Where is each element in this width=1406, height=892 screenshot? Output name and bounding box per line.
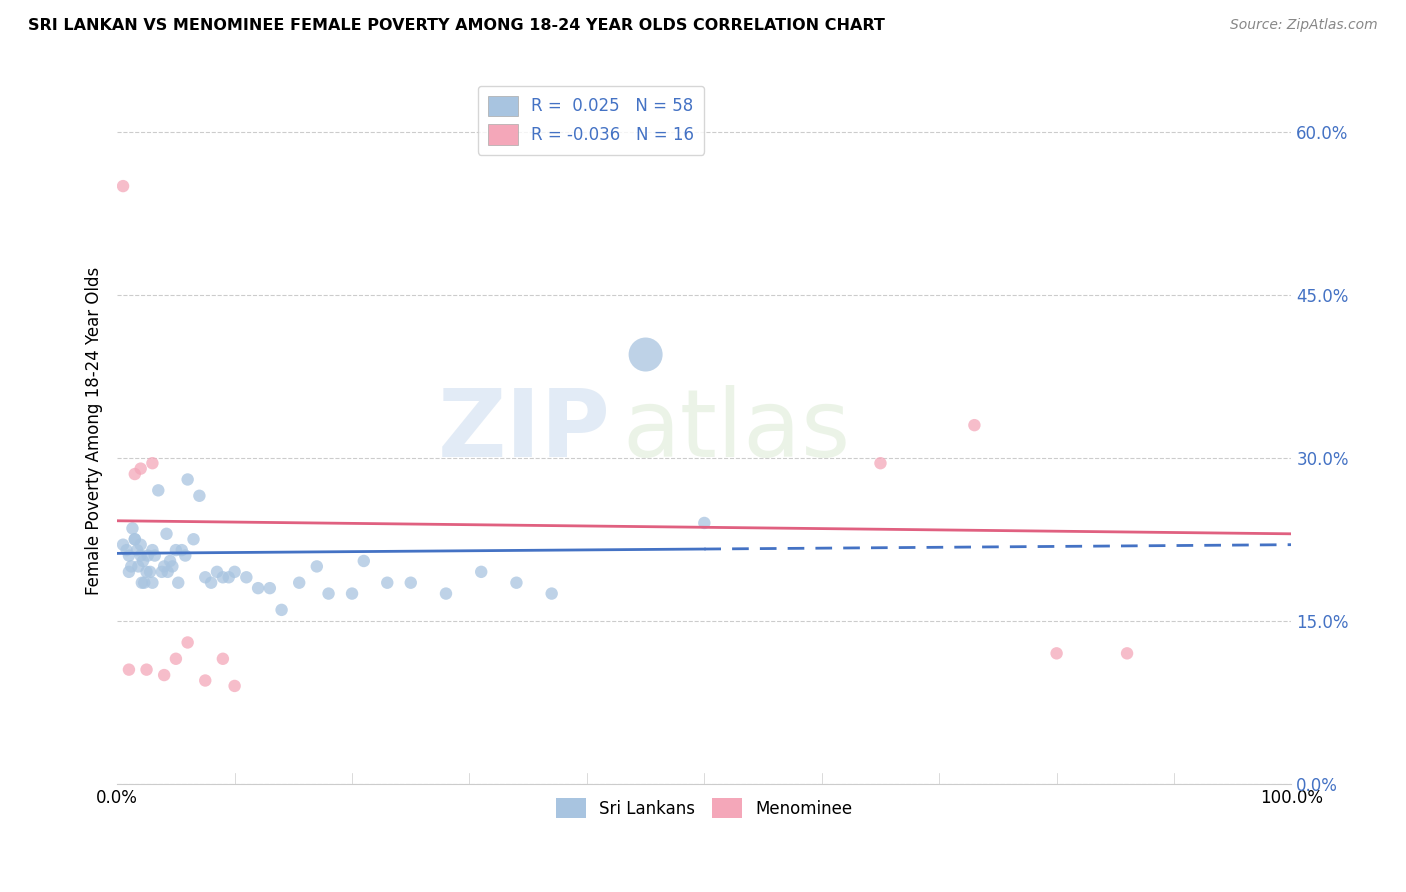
Point [129, 538, 152, 552]
Point [247, 581, 270, 595]
Point [118, 549, 141, 563]
Text: ZIP: ZIP [437, 384, 610, 476]
Point [399, 575, 422, 590]
Point [156, 565, 179, 579]
Point [141, 456, 163, 470]
Point [135, 565, 157, 579]
Point [205, 565, 228, 579]
Point [165, 543, 187, 558]
Point [134, 575, 156, 590]
Point [153, 559, 176, 574]
Point [153, 668, 176, 682]
Point [124, 533, 146, 547]
Point [188, 489, 211, 503]
Text: SRI LANKAN VS MENOMINEE FEMALE POVERTY AMONG 18-24 YEAR OLDS CORRELATION CHART: SRI LANKAN VS MENOMINEE FEMALE POVERTY A… [28, 18, 884, 33]
Point [224, 679, 246, 693]
Point [141, 543, 163, 558]
Point [375, 575, 398, 590]
Point [148, 483, 170, 498]
Y-axis label: Female Poverty Among 18-24 Year Olds: Female Poverty Among 18-24 Year Olds [86, 267, 103, 595]
Point [224, 565, 246, 579]
Point [124, 533, 146, 547]
Point [434, 586, 457, 600]
Point [112, 538, 135, 552]
Point [540, 586, 562, 600]
Point [127, 543, 149, 558]
Point [176, 473, 198, 487]
Point [259, 581, 281, 595]
Point [235, 570, 257, 584]
Point [340, 586, 363, 600]
Point [124, 467, 146, 481]
Point [1116, 646, 1139, 660]
Point [305, 559, 328, 574]
Point [141, 575, 163, 590]
Point [165, 652, 187, 666]
Point [132, 554, 155, 568]
Point [270, 603, 292, 617]
Point [118, 663, 141, 677]
Point [183, 533, 205, 547]
Point [120, 559, 142, 574]
Point [139, 565, 162, 579]
Point [150, 565, 173, 579]
Point [121, 521, 143, 535]
Point [288, 575, 311, 590]
Point [212, 570, 235, 584]
Point [170, 543, 193, 558]
Point [318, 586, 340, 600]
Text: atlas: atlas [621, 384, 851, 476]
Point [194, 673, 217, 688]
Point [1045, 646, 1067, 660]
Point [200, 575, 222, 590]
Legend: Sri Lankans, Menominee: Sri Lankans, Menominee [550, 791, 859, 825]
Point [159, 554, 181, 568]
Point [505, 575, 527, 590]
Point [212, 652, 235, 666]
Point [634, 347, 657, 361]
Point [963, 418, 986, 433]
Point [129, 549, 152, 563]
Point [470, 565, 492, 579]
Point [155, 526, 177, 541]
Point [353, 554, 375, 568]
Point [118, 565, 141, 579]
Point [112, 179, 135, 194]
Point [129, 461, 152, 475]
Point [127, 559, 149, 574]
Point [136, 549, 159, 563]
Point [162, 559, 184, 574]
Point [135, 663, 157, 677]
Point [143, 549, 166, 563]
Point [174, 549, 197, 563]
Point [693, 516, 716, 530]
Point [176, 635, 198, 649]
Point [194, 570, 217, 584]
Text: Source: ZipAtlas.com: Source: ZipAtlas.com [1230, 18, 1378, 32]
Point [218, 570, 240, 584]
Point [869, 456, 891, 470]
Point [167, 575, 190, 590]
Point [115, 543, 138, 558]
Point [131, 575, 153, 590]
